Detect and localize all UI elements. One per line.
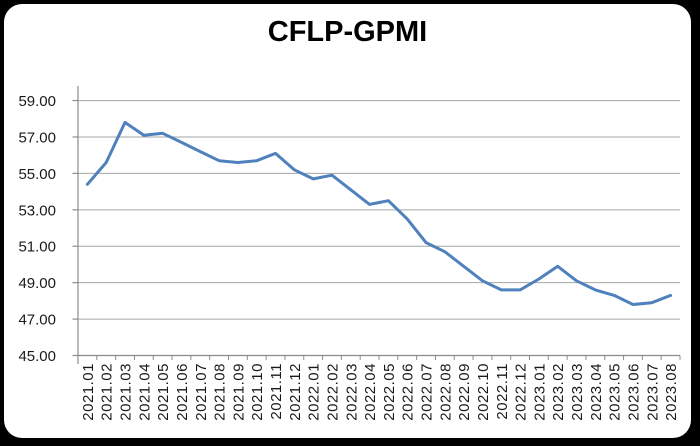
x-tick-label: 2022.10	[475, 363, 492, 421]
x-tick-label: 2021.10	[249, 363, 266, 421]
x-tick-label: 2021.05	[155, 363, 172, 421]
y-tick-label: 57.00	[18, 129, 56, 146]
chart-title: CFLP-GPMI	[267, 16, 428, 48]
x-tick-label: 2021.07	[193, 363, 210, 421]
x-tick-label: 2021.12	[287, 363, 304, 421]
x-tick-label: 2022.09	[456, 363, 473, 421]
y-tick-label: 55.00	[18, 166, 56, 183]
x-tick-label: 2023.08	[663, 363, 680, 421]
axes	[77, 86, 680, 364]
x-tick-label: 2022.12	[513, 363, 530, 421]
x-tick-label: 2022.03	[343, 363, 360, 421]
x-tick-label: 2021.08	[212, 363, 229, 421]
x-tick-label: 2022.06	[400, 363, 417, 421]
y-tick-labels: 45.00 47.00 49.00 51.00 53.00 55.00 57.00 59.00	[18, 93, 56, 365]
x-tick-label: 2022.07	[419, 363, 436, 421]
x-tick-label: 2022.05	[381, 363, 398, 421]
x-tick-label: 2023.01	[531, 363, 548, 421]
x-tick-label: 2021.02	[99, 363, 116, 421]
x-tick-label: 2021.09	[230, 363, 247, 421]
y-gridlines	[78, 100, 680, 320]
x-tick-label: 2022.01	[306, 363, 323, 421]
y-tick-label: 45.00	[18, 348, 56, 365]
x-tick-label: 2023.05	[607, 363, 624, 421]
x-tick-label: 2021.04	[136, 363, 153, 421]
x-tick-label: 2023.04	[588, 363, 605, 421]
chart-card: CFLP-GPMI	[4, 4, 691, 438]
data-series	[85, 120, 673, 306]
x-tick-label: 2021.01	[80, 363, 97, 421]
x-tick-label: 2022.11	[494, 363, 511, 420]
x-tick-label: 2022.08	[437, 363, 454, 421]
x-tick-label: 2022.02	[324, 363, 341, 421]
x-tick-label: 2023.02	[550, 363, 567, 421]
gpmi-series-line	[85, 120, 673, 306]
y-tick-label: 51.00	[18, 239, 56, 256]
x-tick-label: 2023.03	[569, 363, 586, 421]
x-tick-label: 2022.04	[362, 363, 379, 421]
x-tick-label: 2021.06	[174, 363, 191, 421]
y-tick-label: 59.00	[18, 93, 56, 110]
x-tick-label: 2021.03	[118, 363, 135, 421]
y-tick-label: 53.00	[18, 202, 56, 219]
axis-ticks	[72, 99, 681, 360]
x-tick-labels: 2021.01 2021.02 2021.03 2021.04 2021.05 2021.…	[80, 363, 680, 421]
x-tick-label: 2023.06	[625, 363, 642, 421]
x-tick-label: 2023.07	[644, 363, 661, 421]
y-tick-label: 49.00	[18, 275, 56, 292]
y-tick-label: 47.00	[18, 312, 56, 329]
x-tick-label: 2021.11	[268, 363, 285, 420]
